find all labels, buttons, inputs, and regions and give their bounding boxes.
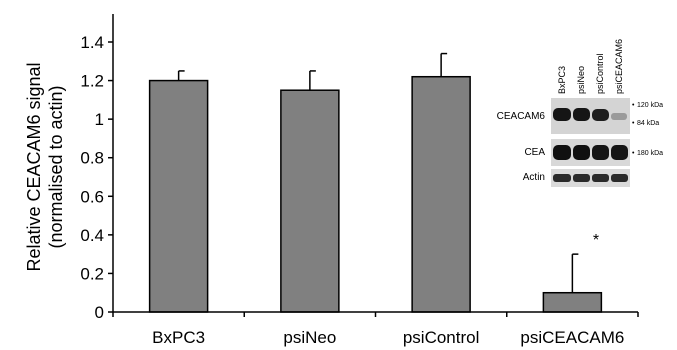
band-actin-4	[611, 174, 628, 182]
band-ceacam6-2	[573, 108, 590, 121]
mw-marker-84: •	[632, 120, 635, 127]
band-actin-2	[573, 174, 590, 182]
band-cea-4	[611, 145, 628, 160]
y-tick-label: 0.2	[80, 264, 104, 283]
band-cea-1	[553, 145, 571, 160]
lane-labels: BxPC3 psiNeo psiControl psiCEACAM6	[557, 39, 624, 94]
y-axis-label-line2: (normalised to actin)	[46, 85, 66, 248]
y-axis-label-line1: Relative CEACAM6 signal	[24, 62, 44, 271]
mw-marker-120: •	[632, 102, 635, 109]
mw-marker-180: •	[632, 150, 635, 157]
bar-bxpc3	[148, 79, 209, 313]
x-tick-label: psiControl	[403, 328, 480, 347]
y-tick-label: 0	[95, 303, 104, 322]
y-tick-label: 0.8	[80, 149, 104, 168]
y-tick-label: 1	[95, 110, 104, 129]
y-tick-label: 0.6	[80, 187, 104, 206]
bar-psineo	[280, 89, 340, 313]
band-ceacam6-1	[553, 108, 571, 121]
band-cea-3	[592, 145, 609, 160]
bars-group	[148, 75, 603, 313]
x-tick-label: BxPC3	[152, 328, 205, 347]
lane-label: BxPC3	[557, 66, 567, 94]
lane-label: psiCEACAM6	[614, 39, 624, 94]
bar-psicontrol	[411, 75, 471, 313]
band-ceacam6-3	[592, 109, 609, 121]
western-blot-inset: BxPC3 psiNeo psiControl psiCEACAM6 CEACAM6 …	[497, 39, 663, 187]
y-tick-label: 0.4	[80, 226, 104, 245]
band-cea-2	[573, 145, 590, 160]
row-label-cea: CEA	[524, 147, 545, 158]
y-tick-label: 1.4	[80, 33, 104, 52]
lane-label: psiControl	[595, 53, 605, 94]
y-tick-label: 1.2	[80, 72, 104, 91]
row-label-actin: Actin	[523, 172, 545, 183]
band-ceacam6-4	[611, 113, 627, 120]
row-label-ceacam6: CEACAM6	[497, 111, 546, 122]
x-tick-label: psiNeo	[283, 328, 336, 347]
band-actin-3	[592, 174, 609, 182]
x-tick-label: psiCEACAM6	[520, 328, 624, 347]
significance-marker: *	[593, 232, 599, 249]
mw-marker-120-label: 120 kDa	[637, 102, 663, 109]
y-axis-ticks: 0 0.2 0.4 0.6 0.8 1 1.2 1.4	[80, 33, 113, 322]
x-axis-ticks: BxPC3 psiNeo psiControl psiCEACAM6	[112, 312, 639, 347]
mw-marker-84-label: 84 kDa	[637, 120, 659, 127]
band-actin-1	[553, 174, 571, 182]
mw-marker-180-label: 180 kDa	[637, 150, 663, 157]
bar-psiceacam6	[542, 291, 603, 313]
lane-label: psiNeo	[576, 66, 586, 94]
error-bars-group	[177, 52, 579, 293]
blot-actin-bg	[551, 169, 630, 187]
